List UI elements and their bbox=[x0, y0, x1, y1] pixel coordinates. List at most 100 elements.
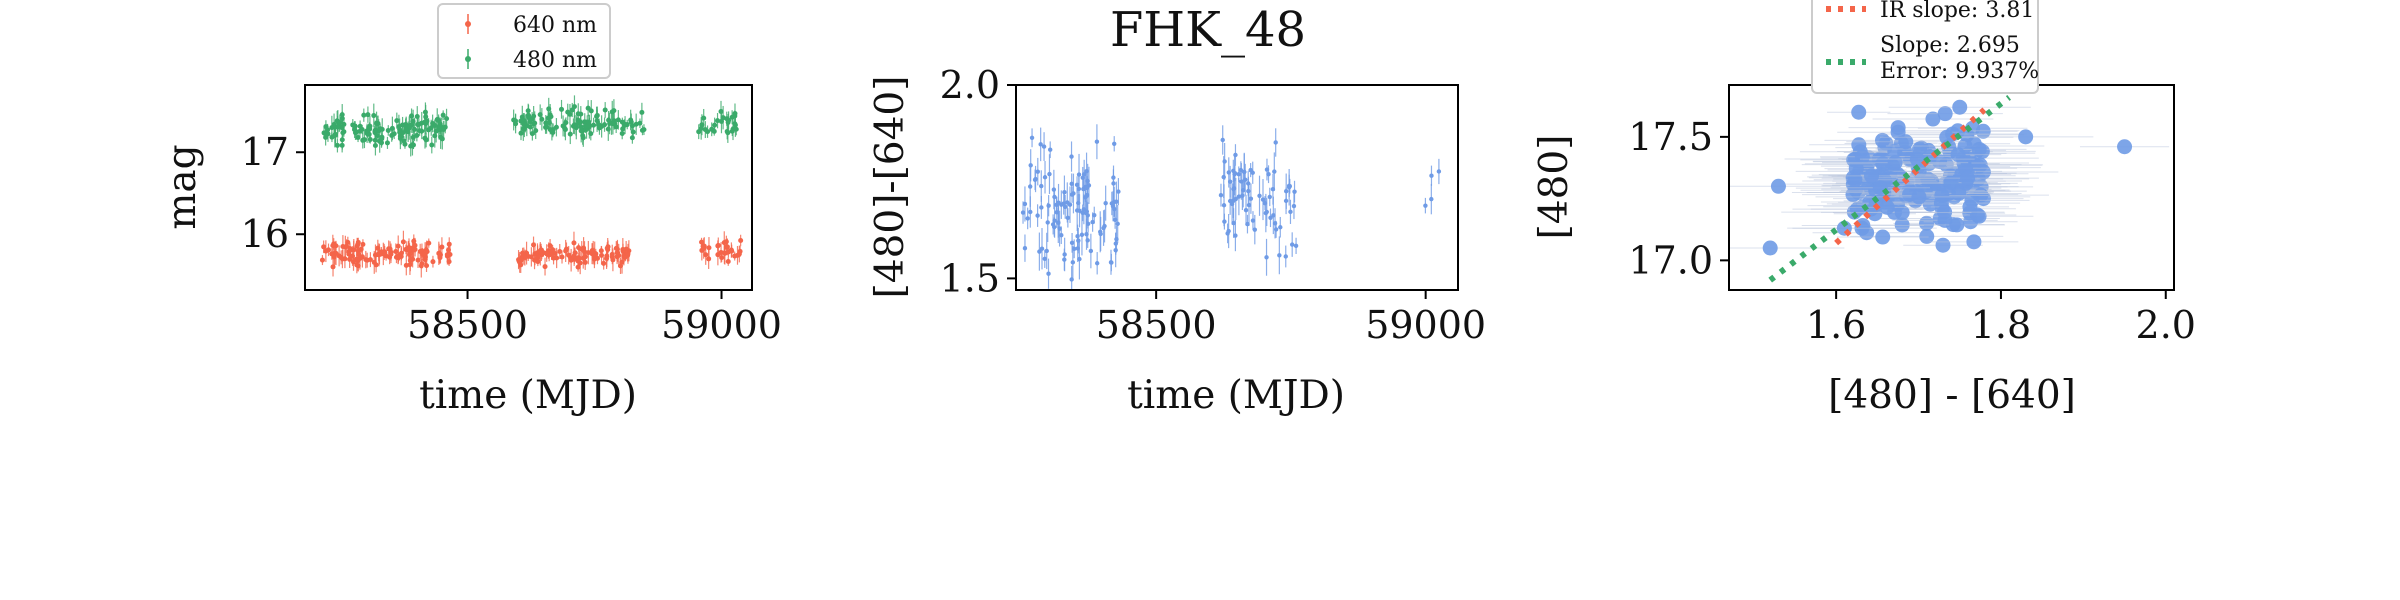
data-point bbox=[436, 250, 442, 256]
data-point bbox=[1110, 204, 1116, 209]
data-point bbox=[1423, 203, 1428, 208]
data-point bbox=[706, 245, 712, 251]
data-point bbox=[354, 256, 360, 262]
data-point bbox=[720, 115, 726, 121]
data-point bbox=[1218, 192, 1224, 198]
data-point bbox=[393, 248, 399, 254]
data-point bbox=[1248, 196, 1254, 201]
data-point bbox=[614, 250, 620, 256]
x-axis-label: time (MJD) bbox=[1127, 373, 1345, 418]
panel-light-curve: 58500 59000 16 17 time (MJD) mag 640 nm 480… bbox=[160, 3, 782, 418]
data-point bbox=[341, 129, 347, 135]
data-point bbox=[430, 120, 436, 126]
data-point bbox=[1264, 167, 1270, 172]
data-point bbox=[1919, 215, 1935, 231]
data-point bbox=[1273, 140, 1278, 145]
data-point bbox=[1039, 183, 1044, 189]
axes-frame bbox=[1015, 84, 1459, 291]
data-point bbox=[1762, 240, 1778, 256]
data-point bbox=[1264, 255, 1269, 260]
data-point bbox=[583, 123, 589, 129]
data-point bbox=[589, 248, 595, 254]
data-point bbox=[1074, 208, 1080, 213]
data-point bbox=[1033, 176, 1038, 182]
data-point bbox=[1025, 216, 1030, 221]
data-point bbox=[2117, 139, 2133, 155]
data-point bbox=[557, 248, 563, 254]
data-point bbox=[402, 141, 408, 147]
data-points bbox=[1020, 124, 1442, 290]
data-point bbox=[409, 245, 415, 251]
data-point bbox=[415, 257, 421, 263]
data-point bbox=[1239, 179, 1244, 184]
data-point bbox=[373, 262, 379, 268]
data-point bbox=[613, 124, 619, 130]
data-point bbox=[376, 251, 382, 257]
data-point bbox=[566, 252, 572, 258]
data-point bbox=[586, 122, 592, 128]
data-point bbox=[596, 125, 602, 131]
data-point bbox=[438, 134, 444, 140]
data-point bbox=[1911, 189, 1927, 205]
data-point bbox=[367, 257, 373, 263]
tick-labels: 58500 59000 1.5 2.0 bbox=[940, 63, 1487, 347]
data-point bbox=[1283, 189, 1289, 194]
data-point bbox=[1035, 169, 1040, 174]
data-point bbox=[395, 243, 401, 249]
data-point bbox=[547, 127, 553, 133]
data-point bbox=[446, 241, 452, 247]
data-point bbox=[568, 257, 574, 263]
data-point bbox=[319, 257, 325, 263]
data-point bbox=[1278, 225, 1283, 230]
data-point bbox=[629, 135, 635, 141]
data-point bbox=[372, 130, 378, 136]
data-point bbox=[323, 124, 329, 130]
data-point bbox=[1966, 234, 1982, 250]
data-point bbox=[620, 246, 626, 252]
data-point bbox=[1047, 147, 1053, 152]
data-point bbox=[1909, 151, 1925, 167]
data-point bbox=[417, 248, 423, 254]
data-point bbox=[353, 129, 359, 135]
data-point bbox=[1268, 215, 1273, 220]
data-point bbox=[567, 131, 573, 137]
data-point bbox=[606, 117, 612, 123]
panel-color-magnitude: 1.6 1.8 2.0 17.0 17.5 [480] - [640] [480] IR… bbox=[1532, 0, 2196, 418]
data-point bbox=[1020, 210, 1026, 215]
data-point bbox=[331, 241, 337, 247]
data-point bbox=[610, 121, 616, 127]
data-point bbox=[361, 112, 367, 118]
data-point bbox=[1875, 156, 1891, 172]
data-point bbox=[1059, 233, 1064, 238]
data-point bbox=[407, 122, 413, 128]
data-point bbox=[1233, 152, 1238, 158]
data-point bbox=[1112, 141, 1117, 146]
data-point bbox=[1056, 200, 1061, 205]
data-point bbox=[1022, 201, 1028, 207]
data-point bbox=[732, 253, 738, 259]
data-point bbox=[1028, 184, 1033, 189]
data-point bbox=[703, 252, 709, 258]
x-tick-label: 59000 bbox=[661, 303, 782, 347]
data-point bbox=[1854, 149, 1870, 165]
data-point bbox=[336, 253, 342, 259]
data-point bbox=[1874, 132, 1890, 148]
data-point bbox=[1069, 240, 1075, 246]
data-point bbox=[1277, 253, 1282, 258]
data-point bbox=[410, 118, 416, 124]
data-point bbox=[1062, 189, 1067, 195]
y-tick-label: 17.5 bbox=[1628, 115, 1713, 159]
data-point bbox=[1436, 169, 1442, 174]
data-point bbox=[1271, 213, 1276, 218]
data-point bbox=[1094, 139, 1100, 144]
data-point bbox=[518, 262, 524, 268]
data-point bbox=[346, 251, 352, 257]
data-point bbox=[1429, 173, 1434, 178]
data-point bbox=[1272, 169, 1277, 174]
data-point bbox=[611, 108, 617, 114]
data-point bbox=[1919, 228, 1935, 244]
data-point bbox=[622, 122, 628, 128]
data-point bbox=[1770, 178, 1786, 194]
data-point bbox=[545, 115, 551, 121]
data-point bbox=[360, 137, 366, 143]
